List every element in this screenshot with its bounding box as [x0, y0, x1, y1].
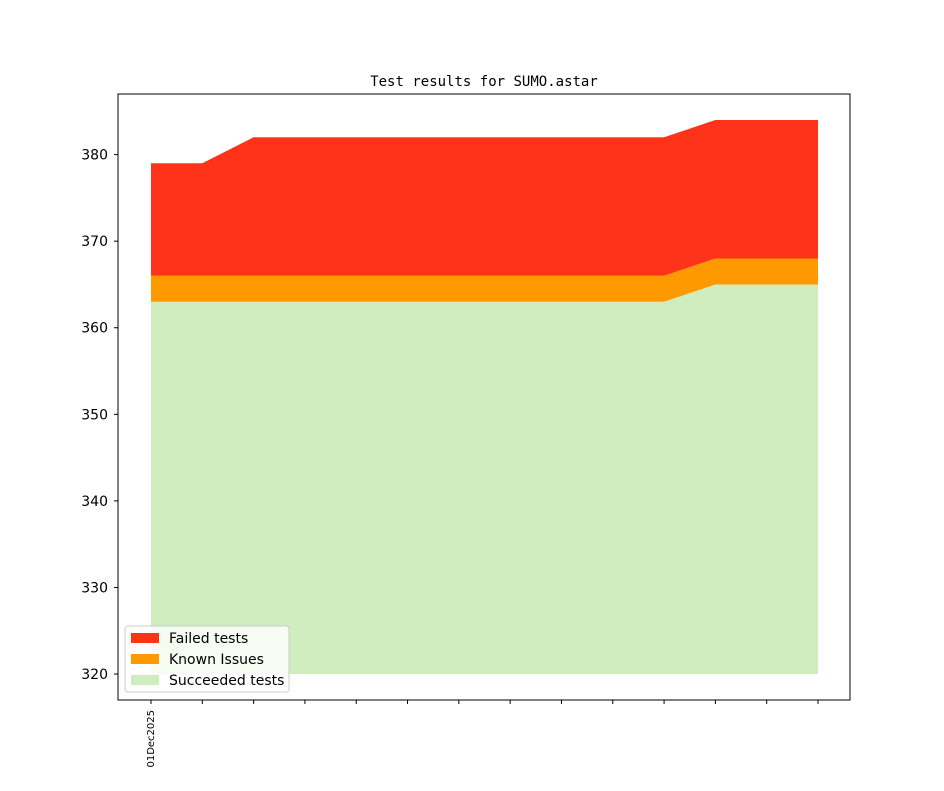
y-tick-label: 350 [81, 407, 108, 423]
y-tick-label: 340 [81, 494, 108, 510]
y-tick-label: 380 [81, 148, 108, 164]
legend-label-failed-tests: Failed tests [169, 631, 248, 647]
area-succeeded-tests [151, 284, 818, 675]
chart-title: Test results for SUMO.astar [370, 74, 598, 90]
area-known-issues [151, 258, 818, 302]
legend-swatch-succeeded-tests [131, 675, 159, 685]
y-tick-label: 370 [81, 234, 108, 250]
legend-box [124, 625, 290, 693]
legend-label-known-issues: Known Issues [169, 652, 264, 668]
y-tick-label: 330 [81, 580, 108, 596]
legend-swatch-failed-tests [131, 633, 159, 643]
area-failed-tests [151, 119, 818, 276]
legend-swatch-known-issues [131, 654, 159, 664]
x-tick-label: 01Dec2025 [146, 710, 157, 768]
y-tick-label: 360 [81, 321, 108, 337]
legend-label-succeeded-tests: Succeeded tests [169, 673, 284, 689]
plot-frame [117, 93, 851, 701]
y-tick-label: 320 [81, 667, 108, 683]
